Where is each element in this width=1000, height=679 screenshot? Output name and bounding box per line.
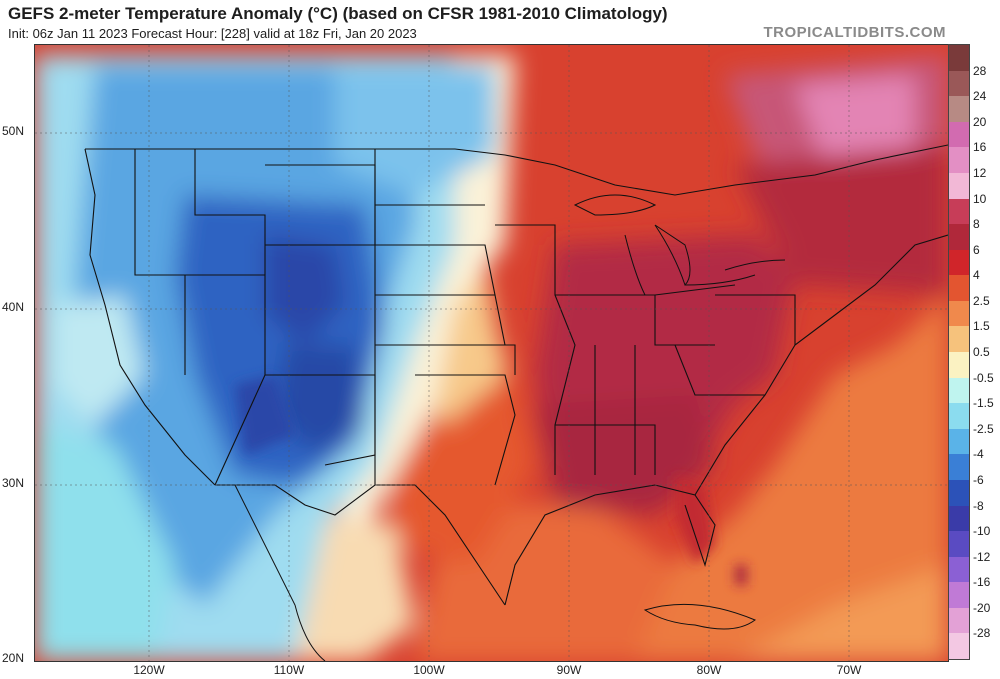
lat-label-50n: 50N bbox=[2, 124, 25, 138]
northeast-dark bbox=[735, 145, 948, 295]
colorbar-swatch bbox=[949, 479, 969, 506]
map-title: GEFS 2-meter Temperature Anomaly (°C) (b… bbox=[8, 4, 668, 23]
header: GEFS 2-meter Temperature Anomaly (°C) (b… bbox=[6, 2, 996, 44]
neutral-white-band bbox=[315, 55, 515, 661]
brand-watermark: TROPICALTIDBITS.COM bbox=[763, 24, 946, 41]
lat-label-20n: 20N bbox=[2, 651, 25, 665]
colorbar-label: -0.5 bbox=[973, 370, 994, 385]
colorbar-swatch bbox=[949, 224, 969, 251]
temperature-anomaly-map bbox=[34, 44, 949, 662]
colorbar-swatch bbox=[949, 531, 969, 558]
colorbar-label: -8 bbox=[973, 498, 984, 513]
bahamas-hotspot bbox=[735, 565, 747, 585]
colorbar-swatch bbox=[949, 403, 969, 430]
colorbar-label: 6 bbox=[973, 242, 980, 257]
colorbar-label: 24 bbox=[973, 89, 987, 104]
rockies-deep-cold bbox=[265, 235, 345, 345]
colorbar-label: 28 bbox=[973, 63, 987, 78]
colorbar-swatch bbox=[949, 607, 969, 634]
great-lakes bbox=[573, 194, 786, 296]
colorbar-label: 0.5 bbox=[973, 345, 990, 359]
colorbar-label: -6 bbox=[973, 472, 984, 487]
colorbar-swatch bbox=[949, 454, 969, 481]
colorbar-swatch bbox=[949, 198, 969, 225]
colorbar-swatch bbox=[949, 275, 969, 302]
pacific-cold-sea bbox=[35, 425, 175, 661]
colorbar-swatch bbox=[949, 556, 969, 583]
colorbar-swatch bbox=[949, 45, 969, 72]
lon-label-70w: 70W bbox=[836, 663, 862, 677]
state-boundaries bbox=[84, 144, 948, 606]
colorbar-label: -4 bbox=[973, 447, 984, 462]
colorbar-label: -1.5 bbox=[973, 396, 994, 411]
colorbar-swatch bbox=[949, 377, 969, 404]
colorbar-label: -20 bbox=[973, 600, 991, 615]
colorbar-swatch bbox=[949, 96, 969, 123]
pacific-warm-patch bbox=[55, 295, 145, 425]
colorbar-label: 4 bbox=[973, 268, 980, 283]
colorbar-label: 10 bbox=[973, 191, 987, 206]
mexico-pale-region bbox=[295, 515, 415, 661]
colorbar-label: -16 bbox=[973, 575, 991, 590]
colorbar-swatch bbox=[949, 147, 969, 174]
lon-label-110w: 110W bbox=[273, 663, 305, 677]
colorbar-swatch bbox=[949, 121, 969, 148]
cuba-outline bbox=[643, 603, 757, 630]
colorbar-swatch bbox=[949, 505, 969, 532]
colorbar-label: -12 bbox=[973, 549, 991, 564]
colorbar-label: 1.5 bbox=[973, 319, 990, 334]
colorbar-label: 16 bbox=[973, 140, 987, 155]
colorbar-label: -10 bbox=[973, 524, 991, 539]
lon-label-120w: 120W bbox=[133, 663, 165, 677]
colorbar-label: 8 bbox=[973, 217, 980, 232]
colorbar-swatch bbox=[949, 172, 969, 199]
forecast-info: Init: 06z Jan 11 2023 Forecast Hour: [22… bbox=[8, 26, 417, 41]
lon-label-100w: 100W bbox=[413, 663, 445, 677]
atlantic-warm-region bbox=[635, 295, 948, 661]
colorbar-swatch bbox=[949, 70, 969, 97]
arizona-cold-blob bbox=[235, 375, 295, 455]
lon-label-90w: 90W bbox=[556, 663, 582, 677]
colorbar-swatch bbox=[949, 428, 969, 455]
lat-label-30n: 30N bbox=[2, 476, 25, 490]
florida-red bbox=[675, 475, 715, 565]
colorbar-label: -2.5 bbox=[973, 421, 994, 436]
colorbar-swatch bbox=[949, 352, 969, 379]
colorbar-label: 12 bbox=[973, 165, 987, 180]
lat-label-40n: 40N bbox=[2, 300, 25, 314]
southwest-deep-cold bbox=[275, 345, 365, 455]
colorbar-swatch bbox=[949, 249, 969, 276]
colorbar-label: 20 bbox=[973, 114, 987, 129]
quebec-light-pink bbox=[795, 75, 915, 165]
lon-label-80w: 80W bbox=[696, 663, 722, 677]
colorbar-swatch bbox=[949, 326, 969, 353]
colorbar-swatch bbox=[949, 300, 969, 327]
color-scale-bar bbox=[948, 44, 970, 660]
colorbar-label: -28 bbox=[973, 626, 991, 641]
colorbar-swatch bbox=[949, 633, 969, 660]
graticule bbox=[35, 45, 948, 661]
colorbar-label: 2.5 bbox=[973, 293, 990, 308]
caribbean-pale-region bbox=[735, 565, 948, 661]
baja-outline bbox=[234, 484, 326, 661]
colorbar-swatch bbox=[949, 582, 969, 609]
